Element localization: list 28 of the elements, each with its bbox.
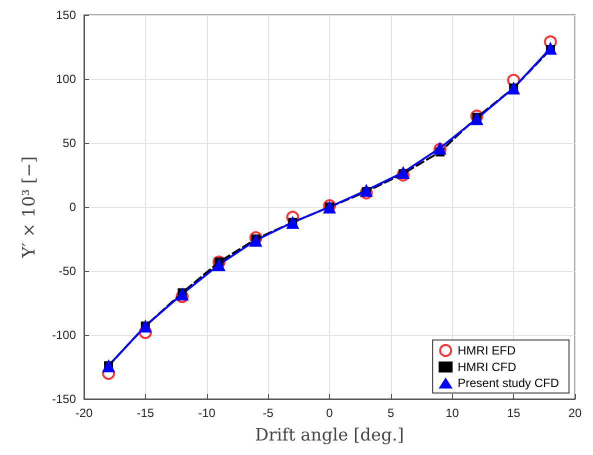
x-tick-label: -5: [262, 406, 274, 420]
y-axis-title: Y′ × 10³ [−]: [20, 156, 40, 259]
point: [249, 234, 262, 247]
y-tick-label: -50: [58, 264, 76, 278]
x-tick-label: 0: [326, 406, 334, 420]
x-axis-title: Drift angle [deg.]: [254, 426, 404, 446]
x-tick-label: 15: [506, 406, 521, 420]
y-tick-label: -150: [52, 392, 76, 406]
legend-label: HMRI CFD: [458, 360, 517, 374]
y-tick-label: 150: [56, 8, 76, 22]
x-tick-label: -10: [198, 406, 216, 420]
x-tick-label: 20: [568, 406, 582, 420]
point: [396, 166, 410, 179]
legend-label: HMRI EFD: [458, 344, 516, 358]
y-tick-label: 50: [62, 136, 76, 150]
x-tick-label: -15: [136, 406, 154, 420]
x-tick-label: 5: [388, 406, 395, 420]
x-tick-label: 10: [446, 406, 460, 420]
legend-label: Present study CFD: [458, 376, 560, 390]
point: [176, 288, 189, 301]
point: [470, 112, 484, 126]
y-tick-label: -100: [52, 328, 76, 342]
point: [360, 184, 373, 197]
y-tick-label: 100: [56, 72, 76, 86]
point: [212, 258, 226, 272]
point: [544, 42, 557, 55]
y-tick-label: 0: [69, 200, 76, 214]
x-tick-label: -20: [75, 406, 93, 420]
